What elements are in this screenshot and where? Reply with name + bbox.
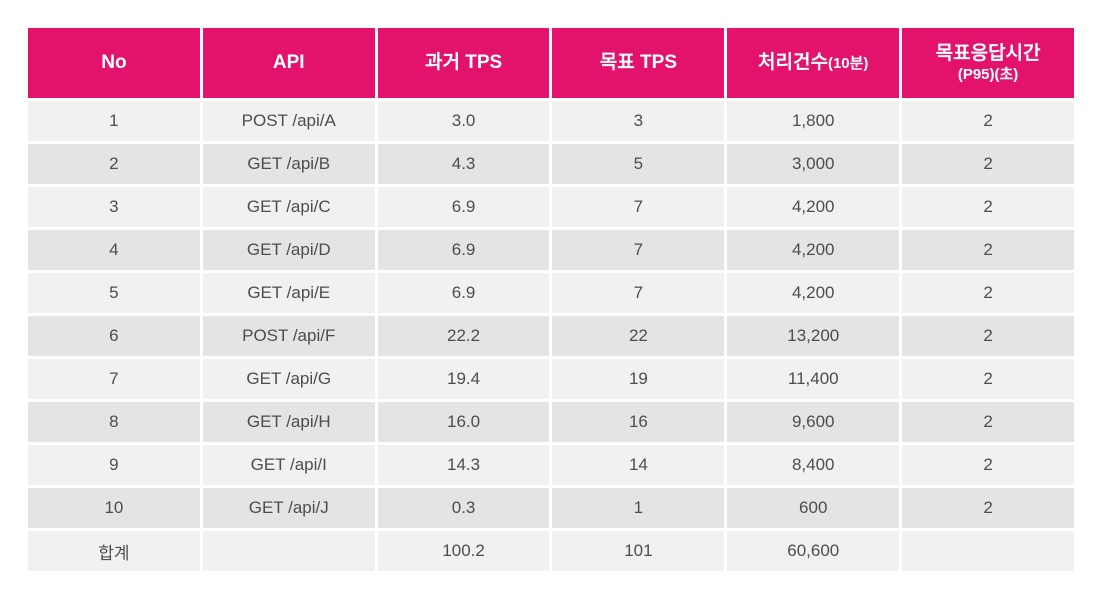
row-9-no: 9	[28, 445, 200, 485]
row-5-target-tps: 7	[552, 273, 725, 313]
column-header-label: 목표 TPS	[599, 52, 677, 74]
row-9-throughput: 8,400	[727, 445, 900, 485]
row-7-past-tps: 19.4	[377, 359, 550, 399]
column-header-label-row: No	[101, 51, 126, 75]
row-9-target-tps: 14	[552, 445, 725, 485]
column-header-throughput: 처리건수 (10분)	[727, 28, 900, 98]
row-7-response-time: 2	[902, 359, 1074, 399]
row-2-no: 2	[28, 144, 200, 184]
row-1-api: POST /api/A	[202, 101, 375, 141]
row-4-api: GET /api/D	[202, 230, 375, 270]
row-6-response-time: 2	[902, 316, 1074, 356]
column-header-label-row: 과거 TPS	[425, 51, 502, 75]
row-5-no: 5	[28, 273, 200, 313]
row-8-throughput: 9,600	[727, 402, 900, 442]
column-header-label: API	[272, 52, 305, 74]
column-header-target-tps: 목표 TPS	[552, 28, 725, 98]
column-header-response-time: 목표응답시간 (P95)(초)	[902, 28, 1074, 98]
row-8-api: GET /api/H	[202, 402, 375, 442]
row-3-throughput: 4,200	[727, 187, 900, 227]
row-3-target-tps: 7	[552, 187, 725, 227]
row-1-no: 1	[28, 101, 200, 141]
row-2-past-tps: 4.3	[377, 144, 550, 184]
total-row-target-tps: 101	[552, 531, 725, 571]
row-3-past-tps: 6.9	[377, 187, 550, 227]
row-10-throughput: 600	[727, 488, 900, 528]
row-2-response-time: 2	[902, 144, 1074, 184]
row-1-throughput: 1,800	[727, 101, 900, 141]
total-row-throughput: 60,600	[727, 531, 900, 571]
row-1-past-tps: 3.0	[377, 101, 550, 141]
row-9-past-tps: 14.3	[377, 445, 550, 485]
row-6-no: 6	[28, 316, 200, 356]
row-2-api: GET /api/B	[202, 144, 375, 184]
column-header-sublabel: (P95)(초)	[957, 65, 1019, 83]
row-6-target-tps: 22	[552, 316, 725, 356]
column-header-label: 처리건수	[758, 52, 828, 74]
row-6-throughput: 13,200	[727, 316, 900, 356]
row-4-target-tps: 7	[552, 230, 725, 270]
row-7-api: GET /api/G	[202, 359, 375, 399]
row-2-throughput: 3,000	[727, 144, 900, 184]
row-8-target-tps: 16	[552, 402, 725, 442]
column-header-label-row: 처리건수 (10분)	[758, 51, 868, 75]
row-9-response-time: 2	[902, 445, 1074, 485]
row-5-throughput: 4,200	[727, 273, 900, 313]
column-header-label-row: 목표 TPS	[600, 51, 677, 75]
column-header-sublabel: (10분)	[827, 55, 869, 73]
row-4-response-time: 2	[902, 230, 1074, 270]
column-header-api: API	[202, 28, 375, 98]
total-row-response-time	[902, 531, 1074, 571]
row-5-past-tps: 6.9	[377, 273, 550, 313]
row-2-target-tps: 5	[552, 144, 725, 184]
row-10-past-tps: 0.3	[377, 488, 550, 528]
row-7-target-tps: 19	[552, 359, 725, 399]
row-4-no: 4	[28, 230, 200, 270]
total-row-no: 합계	[28, 531, 200, 571]
row-10-target-tps: 1	[552, 488, 725, 528]
row-6-api: POST /api/F	[202, 316, 375, 356]
row-8-past-tps: 16.0	[377, 402, 550, 442]
column-header-label: 과거 TPS	[424, 52, 503, 74]
row-10-response-time: 2	[902, 488, 1074, 528]
row-5-response-time: 2	[902, 273, 1074, 313]
total-row-api	[202, 531, 375, 571]
column-header-no: No	[28, 28, 200, 98]
row-1-response-time: 2	[902, 101, 1074, 141]
row-3-api: GET /api/C	[202, 187, 375, 227]
column-header-label-row: API	[273, 51, 305, 75]
row-3-no: 3	[28, 187, 200, 227]
row-5-api: GET /api/E	[202, 273, 375, 313]
column-header-label: No	[101, 52, 127, 74]
total-row-past-tps: 100.2	[377, 531, 550, 571]
api-tps-table: No API 과거 TPS 목표 TPS 처리건수 (10분) 목표응답시간 (P95)(초)…	[28, 28, 1074, 571]
row-10-api: GET /api/J	[202, 488, 375, 528]
row-9-api: GET /api/I	[202, 445, 375, 485]
column-header-past-tps: 과거 TPS	[377, 28, 550, 98]
row-10-no: 10	[28, 488, 200, 528]
row-7-no: 7	[28, 359, 200, 399]
row-4-past-tps: 6.9	[377, 230, 550, 270]
row-7-throughput: 11,400	[727, 359, 900, 399]
column-header-label: 목표응답시간	[935, 42, 1041, 64]
row-8-response-time: 2	[902, 402, 1074, 442]
column-header-label-row: 목표응답시간	[936, 42, 1041, 66]
row-1-target-tps: 3	[552, 101, 725, 141]
row-8-no: 8	[28, 402, 200, 442]
row-4-throughput: 4,200	[727, 230, 900, 270]
row-3-response-time: 2	[902, 187, 1074, 227]
row-6-past-tps: 22.2	[377, 316, 550, 356]
